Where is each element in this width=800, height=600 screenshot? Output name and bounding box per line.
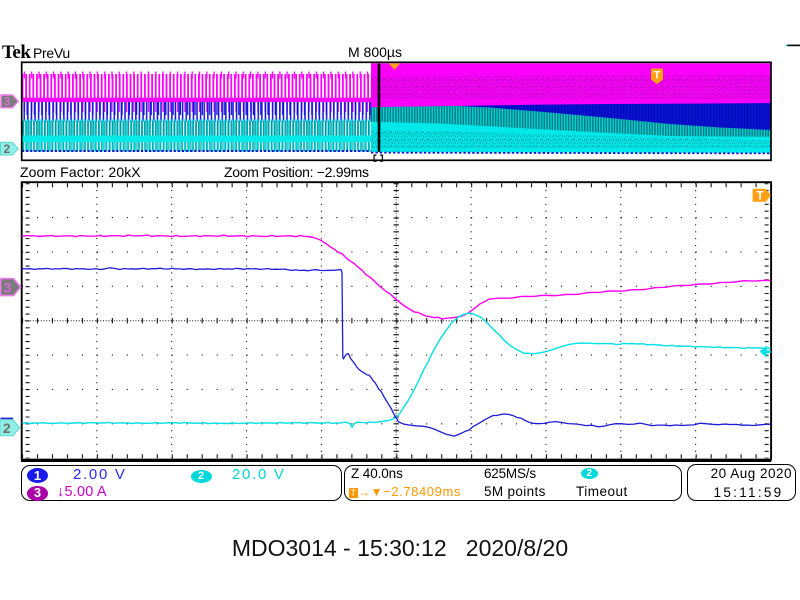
svg-text:2: 2 [3, 142, 10, 156]
svg-text:3: 3 [4, 279, 12, 295]
svg-text:3: 3 [3, 95, 10, 109]
svg-text:T: T [654, 70, 661, 82]
svg-text:T: T [756, 189, 764, 203]
svg-text:2: 2 [3, 420, 11, 436]
